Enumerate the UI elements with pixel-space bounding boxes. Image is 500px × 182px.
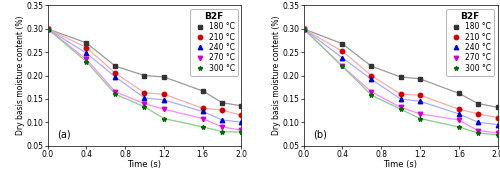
300 °C xyxy=(417,117,423,120)
180 °C xyxy=(44,28,51,30)
180 °C xyxy=(200,90,205,92)
Line: 210 °C: 210 °C xyxy=(46,27,244,117)
Line: 180 °C: 180 °C xyxy=(46,27,244,108)
180 °C xyxy=(368,65,374,67)
300 °C xyxy=(84,60,89,63)
300 °C xyxy=(238,131,244,133)
180 °C xyxy=(84,42,89,44)
Text: (a): (a) xyxy=(57,130,71,140)
270 °C xyxy=(112,91,118,93)
240 °C xyxy=(219,119,225,121)
240 °C xyxy=(84,52,89,54)
240 °C xyxy=(44,28,51,30)
180 °C xyxy=(142,74,148,77)
X-axis label: Time (s): Time (s) xyxy=(128,160,162,169)
240 °C xyxy=(238,121,244,123)
240 °C xyxy=(368,78,374,80)
300 °C xyxy=(219,130,225,133)
210 °C xyxy=(340,50,345,52)
Line: 240 °C: 240 °C xyxy=(46,27,244,124)
240 °C xyxy=(340,57,345,59)
270 °C xyxy=(368,91,374,93)
Y-axis label: Dry basis moisture content (%): Dry basis moisture content (%) xyxy=(16,16,25,135)
X-axis label: Time (s): Time (s) xyxy=(384,160,418,169)
300 °C xyxy=(475,132,481,134)
210 °C xyxy=(142,92,148,94)
270 °C xyxy=(340,65,345,67)
Line: 210 °C: 210 °C xyxy=(302,27,500,120)
180 °C xyxy=(112,65,118,67)
240 °C xyxy=(456,113,462,115)
270 °C xyxy=(494,132,500,134)
300 °C xyxy=(200,126,205,128)
270 °C xyxy=(142,102,148,105)
270 °C xyxy=(417,113,423,115)
240 °C xyxy=(417,100,423,102)
Line: 300 °C: 300 °C xyxy=(302,27,500,137)
180 °C xyxy=(417,78,423,80)
300 °C xyxy=(340,65,345,67)
270 °C xyxy=(238,129,244,131)
270 °C xyxy=(475,130,481,132)
240 °C xyxy=(398,98,404,100)
270 °C xyxy=(84,58,89,60)
240 °C xyxy=(161,99,167,101)
Legend: 180 °C, 210 °C, 240 °C, 270 °C, 300 °C: 180 °C, 210 °C, 240 °C, 270 °C, 300 °C xyxy=(190,9,238,76)
210 °C xyxy=(219,109,225,111)
Line: 270 °C: 270 °C xyxy=(46,27,244,132)
210 °C xyxy=(475,113,481,115)
240 °C xyxy=(475,121,481,123)
Line: 180 °C: 180 °C xyxy=(302,27,500,110)
270 °C xyxy=(398,106,404,108)
210 °C xyxy=(417,94,423,96)
Line: 270 °C: 270 °C xyxy=(302,27,500,135)
180 °C xyxy=(300,28,306,30)
210 °C xyxy=(44,28,51,30)
270 °C xyxy=(219,126,225,128)
180 °C xyxy=(219,102,225,104)
Line: 240 °C: 240 °C xyxy=(302,27,500,127)
210 °C xyxy=(456,108,462,110)
210 °C xyxy=(238,114,244,116)
240 °C xyxy=(200,110,205,113)
270 °C xyxy=(456,119,462,121)
Y-axis label: Dry basis moisture content (%): Dry basis moisture content (%) xyxy=(272,16,281,135)
300 °C xyxy=(161,117,167,120)
270 °C xyxy=(44,28,51,30)
300 °C xyxy=(300,28,306,30)
Legend: 180 °C, 210 °C, 240 °C, 270 °C, 300 °C: 180 °C, 210 °C, 240 °C, 270 °C, 300 °C xyxy=(446,9,494,76)
210 °C xyxy=(200,107,205,109)
270 °C xyxy=(200,117,205,120)
Line: 300 °C: 300 °C xyxy=(46,27,244,134)
300 °C xyxy=(494,134,500,136)
270 °C xyxy=(161,108,167,110)
240 °C xyxy=(112,76,118,78)
180 °C xyxy=(161,76,167,78)
270 °C xyxy=(300,28,306,30)
180 °C xyxy=(238,105,244,107)
210 °C xyxy=(161,93,167,95)
180 °C xyxy=(340,43,345,45)
210 °C xyxy=(84,46,89,49)
240 °C xyxy=(142,97,148,99)
180 °C xyxy=(456,92,462,94)
Text: (b): (b) xyxy=(313,130,327,140)
210 °C xyxy=(398,93,404,95)
300 °C xyxy=(112,93,118,95)
180 °C xyxy=(475,102,481,105)
180 °C xyxy=(398,76,404,78)
300 °C xyxy=(142,106,148,108)
210 °C xyxy=(300,28,306,30)
300 °C xyxy=(44,28,51,30)
180 °C xyxy=(494,106,500,108)
210 °C xyxy=(368,74,374,77)
210 °C xyxy=(112,72,118,74)
240 °C xyxy=(300,28,306,30)
240 °C xyxy=(494,123,500,126)
300 °C xyxy=(456,126,462,128)
300 °C xyxy=(398,108,404,110)
210 °C xyxy=(494,116,500,119)
300 °C xyxy=(368,94,374,96)
